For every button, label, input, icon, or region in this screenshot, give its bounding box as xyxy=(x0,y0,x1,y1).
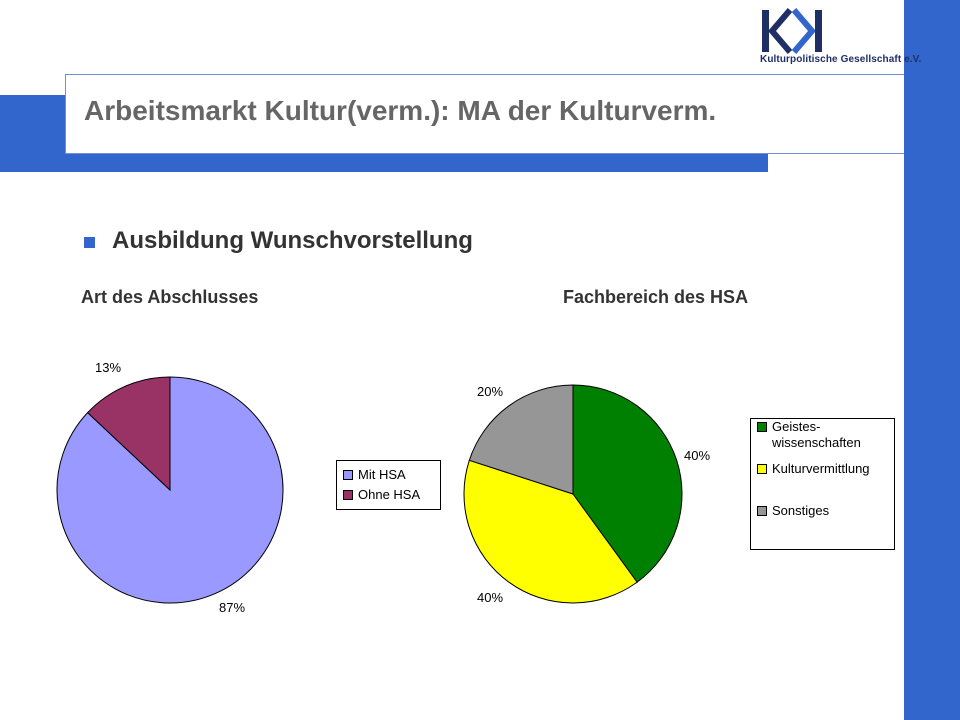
bullet-icon xyxy=(84,237,95,248)
right-chart-heading: Fachbereich des HSA xyxy=(563,287,749,307)
legend-0-label-1: Ohne HSA xyxy=(358,487,421,502)
legend-1-item-1: Kulturvermittlung xyxy=(757,461,870,477)
logo-text: Kulturpolitische Gesellschaft e.V. xyxy=(760,54,922,65)
right-accent-bar xyxy=(904,0,960,720)
page-title: Arbeitsmarkt Kultur(verm.): MA der Kultu… xyxy=(84,95,717,126)
legend-abschluss: Mit HSA Ohne HSA xyxy=(336,460,441,510)
legend-1-item-2: Sonstiges xyxy=(757,503,829,519)
legend-1-label-2: Sonstiges xyxy=(772,503,830,518)
kupoge-logo-icon xyxy=(762,8,822,54)
legend-1-label-0: Geistes- wissenschaften xyxy=(772,419,861,450)
legend-0-swatch-0 xyxy=(343,470,353,480)
legend-0-label-0: Mit HSA xyxy=(358,467,406,482)
pie-1-slice-1 xyxy=(463,459,638,604)
legend-fachbereich: Geistes- wissenschaften Kulturvermittlung… xyxy=(750,418,895,550)
pie-1-slice-0 xyxy=(572,384,683,583)
legend-0-item-0: Mit HSA xyxy=(343,467,406,483)
pie-1-data-label-1: 40% xyxy=(477,590,503,605)
pie-0-data-label-0: 87% xyxy=(219,600,245,615)
pie-0-slice-1 xyxy=(86,376,171,492)
legend-1-swatch-1 xyxy=(757,464,767,474)
pie-1-slice-2 xyxy=(468,384,574,495)
legend-1-label-1: Kulturvermittlung xyxy=(772,461,870,476)
title-box: Arbeitsmarkt Kultur(verm.): MA der Kultu… xyxy=(65,74,904,154)
legend-1-item-0: Geistes- wissenschaften xyxy=(757,419,861,451)
legend-1-swatch-2 xyxy=(757,506,767,516)
pie-0-data-label-1: 13% xyxy=(95,360,121,375)
left-chart-heading: Art des Abschlusses xyxy=(81,287,259,307)
title-underline-strip xyxy=(66,154,768,172)
legend-0-swatch-1 xyxy=(343,490,353,500)
legend-0-item-1: Ohne HSA xyxy=(343,487,420,503)
pie-1-data-label-0: 40% xyxy=(684,448,710,463)
pie-1-data-label-2: 20% xyxy=(477,384,503,399)
legend-1-swatch-0 xyxy=(757,422,767,432)
left-accent-block xyxy=(0,95,66,172)
bullet-heading: Ausbildung Wunschvorstellung xyxy=(112,227,473,254)
